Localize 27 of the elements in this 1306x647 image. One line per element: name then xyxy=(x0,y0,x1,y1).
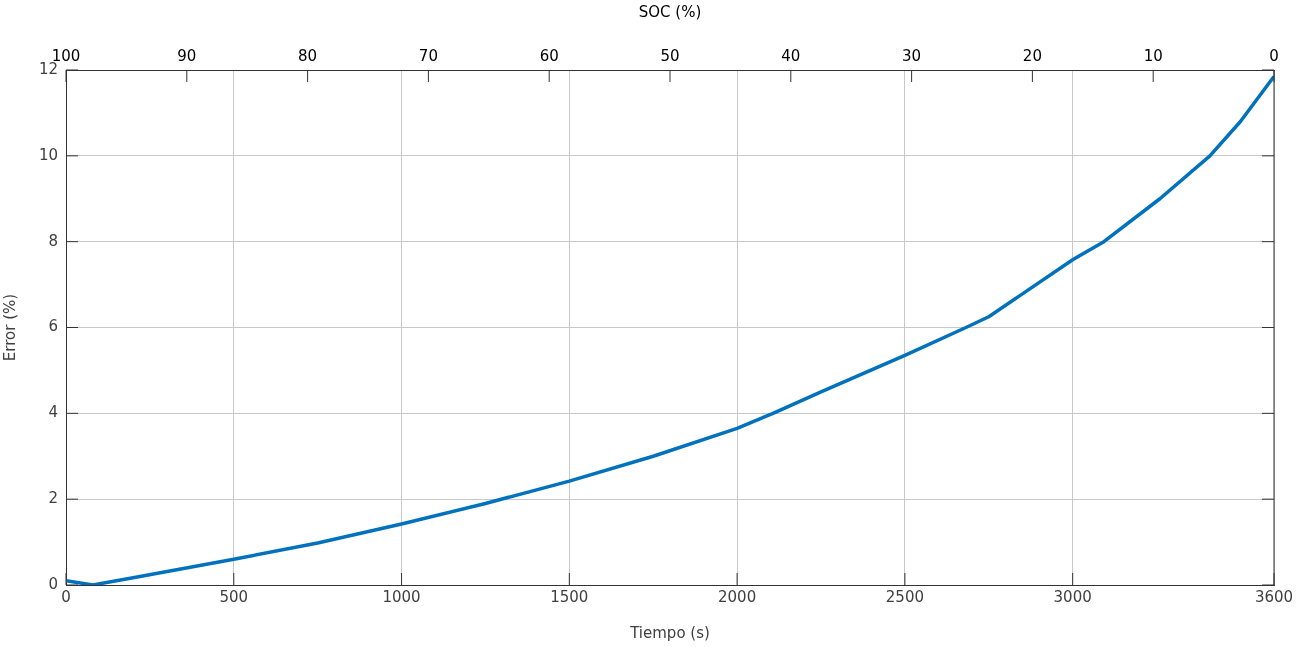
y-tick-label: 2 xyxy=(48,489,58,508)
x-tick-label: 1000 xyxy=(382,587,421,606)
x2-tick-label: 80 xyxy=(298,46,318,65)
x-tick-label: 2000 xyxy=(718,587,757,606)
x2-tick-label: 20 xyxy=(1022,46,1042,65)
x2-tick-label: 0 xyxy=(1269,46,1279,65)
y-tick-label: 8 xyxy=(48,231,58,250)
x2-tick-label: 90 xyxy=(177,46,197,65)
x-tick-label: 0 xyxy=(61,587,71,606)
y-tick-label: 6 xyxy=(48,317,58,336)
y-tick-label: 10 xyxy=(38,145,58,164)
y-axis-title: Error (%) xyxy=(0,293,19,362)
x-tick-label: 500 xyxy=(219,587,249,606)
x2-tick-label: 40 xyxy=(781,46,801,65)
x-axis-title: Tiempo (s) xyxy=(629,623,710,642)
y-tick-label: 0 xyxy=(48,574,58,593)
x-tick-label: 3000 xyxy=(1053,587,1092,606)
x2-tick-label: 70 xyxy=(418,46,438,65)
y-tick-label: 4 xyxy=(48,403,58,422)
x2-tick-label: 30 xyxy=(902,46,922,65)
x2-tick-label: 10 xyxy=(1143,46,1163,65)
x2-tick-label: 50 xyxy=(660,46,680,65)
x-tick-label: 3600 xyxy=(1254,587,1294,606)
x2-axis-title: SOC (%) xyxy=(638,2,702,21)
x-tick-label: 2500 xyxy=(885,587,924,606)
x2-tick-label: 60 xyxy=(539,46,559,65)
x-tick-label: 1500 xyxy=(550,587,589,606)
